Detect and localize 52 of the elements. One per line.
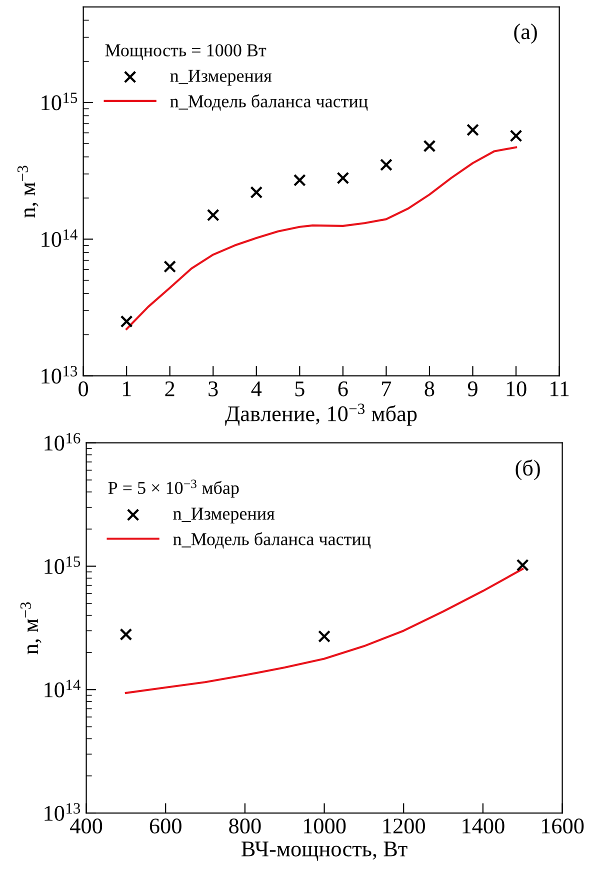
x-tick-label: 0 bbox=[78, 381, 88, 396]
y-axis-title: n, м$^{−3}$ bbox=[20, 602, 42, 654]
y-tick-label: 10$^{14}$ bbox=[42, 229, 78, 247]
point bbox=[293, 174, 306, 186]
x-tick-label: 8 bbox=[424, 381, 434, 396]
annotation: (a) bbox=[514, 24, 537, 44]
point bbox=[318, 630, 331, 643]
x-axis-title: Давление, 10$^{−3}$ мбар bbox=[225, 404, 417, 426]
legend-label: n_Модель баланса частиц bbox=[170, 94, 368, 111]
x-tick-label: 1600 bbox=[542, 818, 584, 834]
line-series bbox=[126, 146, 518, 330]
y-tick-label: 10$^{16}$ bbox=[44, 432, 80, 451]
point bbox=[380, 158, 392, 172]
legend-title: P = 5 × 10$^{−3}$ мбар bbox=[108, 480, 239, 498]
x-tick-label: 6 bbox=[338, 381, 348, 396]
legend-title: Мощность = 1000 Вт bbox=[105, 44, 266, 60]
point bbox=[516, 558, 529, 572]
point bbox=[336, 172, 350, 184]
x-tick-label: 7 bbox=[382, 382, 392, 396]
y-tick-label: 10$^{13}$ bbox=[42, 366, 78, 384]
point bbox=[250, 186, 263, 199]
annotation: (б) bbox=[516, 459, 540, 480]
x-tick-label: 10 bbox=[506, 381, 526, 396]
point bbox=[164, 260, 176, 273]
x-tick-label: 800 bbox=[229, 818, 261, 834]
x-tick-label: 1400 bbox=[462, 818, 504, 834]
legend-label: n_Модель баланса частиц bbox=[173, 532, 371, 549]
x-tick-label: 1000 bbox=[304, 818, 346, 834]
x-tick-label: 9 bbox=[468, 381, 478, 396]
point bbox=[466, 124, 480, 136]
x-tick-label: 5 bbox=[295, 382, 304, 396]
y-axis-title: n, м$^{−3}$ bbox=[17, 166, 38, 218]
x-tick-label: 2 bbox=[165, 381, 174, 396]
x-tick-label: 4 bbox=[251, 381, 262, 396]
point bbox=[510, 130, 522, 142]
y-tick-label: 10$^{14}$ bbox=[44, 680, 80, 698]
legend-label: n_Измерения bbox=[170, 70, 272, 86]
x-tick-label: 600 bbox=[150, 818, 182, 834]
legend-label: n_Измерения bbox=[173, 508, 275, 524]
x-tick-label: 1 bbox=[122, 381, 131, 396]
x-tick-label: 3 bbox=[208, 381, 218, 396]
line-series bbox=[124, 568, 524, 694]
x-tick-label: 1200 bbox=[383, 818, 425, 834]
y-tick-label: 10$^{15}$ bbox=[44, 556, 80, 574]
y-tick-label: 10$^{15}$ bbox=[42, 92, 78, 110]
point bbox=[120, 315, 133, 328]
point bbox=[120, 628, 132, 641]
x-tick-label: 400 bbox=[70, 818, 102, 834]
point bbox=[206, 208, 220, 222]
x-axis-title: ВЧ-мощность, Вт bbox=[242, 842, 408, 861]
x-tick-label: 11 bbox=[550, 381, 569, 396]
point bbox=[423, 140, 436, 152]
